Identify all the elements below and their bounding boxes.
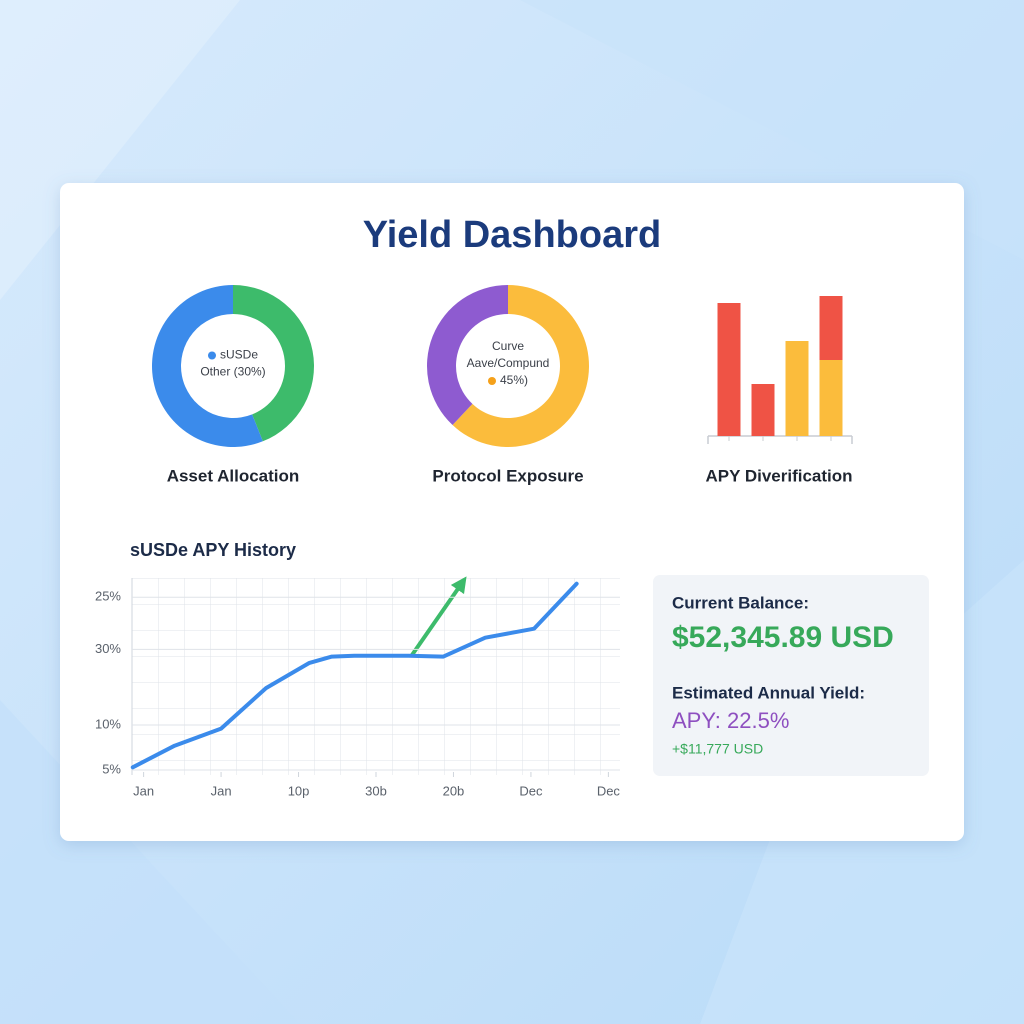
donut-label: 45%) <box>500 373 528 387</box>
chart-caption: Protocol Exposure <box>432 466 583 485</box>
legend-dot <box>207 351 216 360</box>
bar <box>819 296 843 360</box>
donut-label: Aave/Compund <box>467 356 550 370</box>
bar <box>717 303 741 436</box>
bar <box>751 384 775 436</box>
donut-segment <box>427 285 508 426</box>
x-tick-label: 30b <box>365 783 387 798</box>
balance-amount: $52,345.89 USD <box>672 621 894 654</box>
donut-label: Other (30%) <box>200 365 265 379</box>
grid-pattern <box>132 578 620 775</box>
bar <box>819 360 843 436</box>
trend-arrow <box>410 576 467 657</box>
x-tick-label: Dec <box>597 783 621 798</box>
yield-label: Estimated Annual Yield: <box>672 683 865 702</box>
donut-segment <box>452 285 590 447</box>
dashboard-title: Yield Dashboard <box>363 214 661 256</box>
legend-dot <box>487 377 496 385</box>
apy-value: APY: 22.5% <box>672 708 789 733</box>
yield-amount: +$11,777 USD <box>672 741 763 757</box>
balance-panel <box>653 575 929 776</box>
y-tick-label: 30% <box>95 641 121 656</box>
donut-segment <box>152 285 263 447</box>
donut-segment <box>233 285 314 442</box>
y-tick-label: 25% <box>95 589 121 604</box>
x-tick-label: Dec <box>519 783 543 798</box>
x-tick-label: Jan <box>133 783 154 798</box>
chart-caption: Asset Allocation <box>167 466 300 485</box>
apy-line <box>130 581 579 770</box>
chart-caption: APY Diverification <box>705 466 852 485</box>
x-tick-label: 10p <box>288 783 310 798</box>
donut-label: sUSDe <box>220 348 258 362</box>
x-tick-label: 20b <box>443 783 465 798</box>
balance-label: Current Balance: <box>672 593 809 612</box>
x-tick-label: Jan <box>211 783 232 798</box>
y-tick-label: 10% <box>95 716 121 731</box>
bar <box>785 341 809 436</box>
y-tick-label: 5% <box>102 761 121 776</box>
donut-label: Curve <box>492 339 524 353</box>
chart-title: sUSDe APY History <box>130 540 296 560</box>
